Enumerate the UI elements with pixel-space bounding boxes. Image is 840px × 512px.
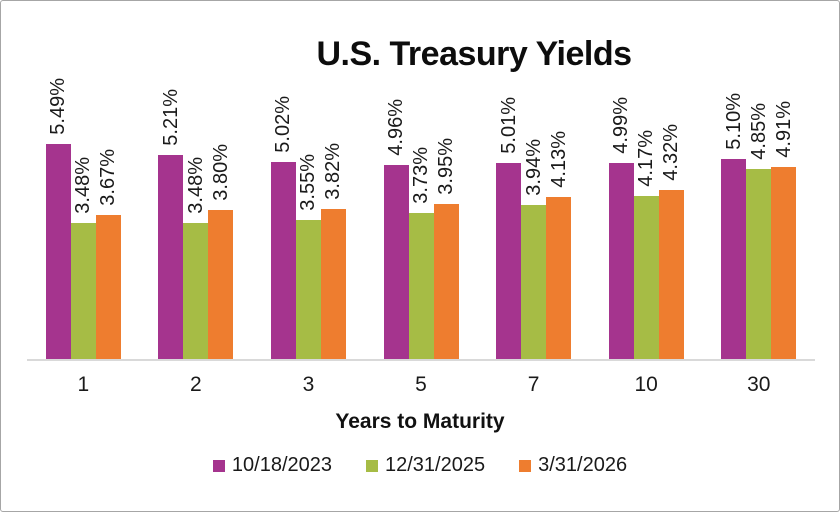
bar-value-label: 3.82% (322, 143, 345, 200)
bar (521, 205, 547, 359)
x-axis-ticks: 1 2 3 5 7 10 30 (27, 373, 815, 397)
bar (433, 204, 459, 359)
bar (658, 190, 684, 359)
x-axis-title: Years to Maturity (335, 410, 505, 433)
bar-value-label: 5.02% (272, 96, 295, 153)
bar-column: 4.85% (746, 81, 772, 359)
bar (383, 165, 409, 359)
bar-value-label: 4.99% (610, 97, 633, 154)
legend-label: 3/31/2026 (538, 454, 628, 476)
bar (295, 220, 321, 359)
bar-column: 3.95% (433, 81, 459, 359)
bar (633, 196, 659, 359)
bar-column: 3.67% (95, 81, 121, 359)
bar-group: 5.49% 3.48% 3.67% (27, 78, 140, 359)
bar-value-label: 3.80% (209, 144, 232, 201)
bar-column: 5.02% (270, 81, 296, 359)
bar-value-label: 3.48% (184, 157, 207, 214)
bar-column: 5.10% (721, 81, 747, 359)
bar (70, 223, 96, 359)
bar-value-label: 3.95% (435, 138, 458, 195)
bar-column: 3.80% (208, 81, 234, 359)
bar-group: 5.10% 4.85% 4.91% (702, 81, 815, 359)
bar (496, 163, 522, 359)
bar-column: 3.55% (295, 81, 321, 359)
bar-group: 4.96% 3.73% 3.95% (365, 81, 478, 359)
legend: 10/18/2023 12/31/2025 3/31/2026 (1, 454, 839, 477)
bar-column: 4.32% (658, 81, 684, 359)
plot-area: 5.49% 3.48% 3.67% 5.21% 3.48% 3.80% 5.02% 3.55%… (27, 78, 815, 361)
bar-column: 3.48% (70, 81, 96, 359)
legend-swatch-icon (212, 459, 225, 472)
bar-value-label: 4.13% (547, 131, 570, 188)
bar-value-label: 4.17% (635, 130, 658, 187)
x-tick-label: 5 (415, 373, 427, 396)
chart-title: U.S. Treasury Yields (316, 35, 632, 73)
legend-item: 3/31/2026 (519, 454, 627, 477)
bar-value-label: 5.21% (159, 89, 182, 146)
legend-item: 12/31/2025 (366, 454, 485, 477)
bar-group: 5.21% 3.48% 3.80% (140, 81, 253, 359)
bar-value-label: 3.55% (297, 154, 320, 211)
x-tick-label: 10 (634, 373, 658, 396)
bar (158, 155, 184, 359)
x-tick-label: 30 (747, 373, 771, 396)
bar (270, 162, 296, 359)
legend-label: 12/31/2025 (385, 454, 486, 476)
bar-column: 4.99% (608, 81, 634, 359)
bar-group: 5.02% 3.55% 3.82% (252, 81, 365, 359)
bar (546, 197, 572, 359)
bar (183, 223, 209, 359)
bar-column: 5.21% (158, 81, 184, 359)
bar-column: 4.17% (633, 81, 659, 359)
bar-value-label: 5.10% (722, 93, 745, 150)
legend-swatch-icon (519, 459, 532, 472)
bar-value-label: 4.91% (772, 101, 795, 158)
bar-group: 5.01% 3.94% 4.13% (477, 81, 590, 359)
bar-column: 3.82% (320, 81, 346, 359)
legend-item: 10/18/2023 (212, 454, 332, 477)
bar-column: 3.73% (408, 81, 434, 359)
bar-value-label: 3.48% (72, 157, 95, 214)
bar-value-label: 3.94% (522, 139, 545, 196)
bar (721, 159, 747, 359)
x-tick-label: 1 (77, 373, 90, 396)
x-tick-label: 3 (302, 373, 315, 396)
bar-value-label: 3.67% (97, 149, 120, 206)
bar (95, 215, 121, 359)
bar (608, 163, 634, 359)
bar-value-label: 5.01% (497, 97, 520, 154)
bar-column: 5.01% (496, 81, 522, 359)
bar (320, 209, 346, 359)
bar-column: 4.13% (546, 81, 572, 359)
bar (45, 144, 71, 359)
bar-value-label: 5.49% (47, 78, 70, 135)
bar-value-label: 4.96% (385, 99, 408, 156)
bar-column: 4.96% (383, 81, 409, 359)
bar-column: 4.91% (771, 81, 797, 359)
bar-value-label: 4.32% (660, 124, 683, 181)
bar-value-label: 4.85% (747, 103, 770, 160)
legend-label: 10/18/2023 (231, 454, 332, 476)
bar (771, 167, 797, 359)
bar-group: 4.99% 4.17% 4.32% (590, 81, 703, 359)
bar-column: 3.48% (183, 81, 209, 359)
legend-swatch-icon (366, 459, 378, 472)
x-tick-label: 7 (527, 373, 540, 396)
bar-value-label: 3.73% (410, 147, 433, 204)
bar (746, 169, 772, 359)
bar-column: 5.49% (45, 78, 71, 359)
bar (208, 210, 234, 359)
bar-column: 3.94% (521, 81, 547, 359)
bar (408, 213, 434, 359)
x-tick-label: 2 (190, 373, 202, 396)
